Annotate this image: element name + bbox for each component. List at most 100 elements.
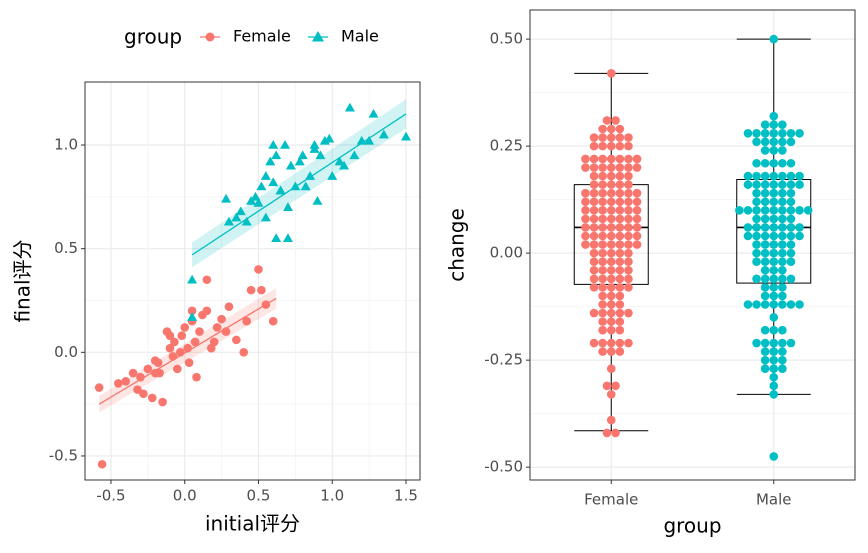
dot	[632, 188, 642, 198]
dot	[769, 188, 779, 198]
y-tick-label: -0.5	[49, 446, 78, 464]
panel-border	[84, 81, 421, 481]
point	[250, 191, 261, 201]
dot	[615, 154, 625, 164]
point	[268, 177, 279, 187]
dot	[778, 171, 787, 181]
point	[170, 337, 179, 347]
dot	[606, 240, 616, 249]
dot	[598, 317, 607, 326]
dot	[752, 214, 761, 224]
dot	[795, 128, 804, 138]
point	[183, 343, 192, 353]
dot	[615, 124, 625, 134]
dot	[606, 214, 616, 224]
dot	[769, 313, 779, 322]
dot	[581, 240, 590, 249]
dot	[752, 197, 761, 207]
dot	[752, 274, 761, 284]
dot	[589, 308, 599, 318]
dot	[606, 325, 616, 335]
dot	[598, 291, 607, 301]
point	[147, 393, 157, 403]
dot	[778, 325, 787, 335]
dot	[632, 214, 642, 224]
dot	[598, 274, 607, 284]
point	[280, 140, 291, 149]
dot	[606, 206, 616, 215]
dot	[760, 274, 770, 284]
dot	[581, 163, 590, 172]
y-tick-label: -0.25	[484, 351, 523, 369]
dot	[769, 206, 779, 215]
dot	[760, 240, 770, 249]
point	[339, 160, 350, 170]
dot	[769, 180, 779, 189]
dot	[632, 231, 642, 241]
x-tick-label: 0.0	[173, 487, 197, 505]
dot	[786, 248, 796, 258]
dot	[589, 197, 599, 207]
dot	[778, 231, 787, 241]
dot	[615, 206, 625, 215]
dot	[624, 231, 633, 241]
point	[217, 314, 226, 324]
dot	[589, 223, 599, 232]
dot	[752, 231, 761, 241]
x-tick-label: Female	[584, 491, 638, 509]
dot	[615, 188, 625, 198]
dot	[795, 206, 804, 215]
point	[192, 372, 201, 382]
dot	[606, 124, 616, 134]
point	[221, 193, 232, 203]
dot	[615, 141, 625, 151]
dot	[624, 265, 633, 275]
dot	[786, 171, 796, 181]
point	[231, 212, 242, 222]
dot	[606, 415, 616, 425]
dot	[795, 171, 804, 181]
dot	[760, 355, 770, 365]
dot	[786, 223, 796, 232]
dot	[615, 347, 625, 356]
dot	[581, 154, 590, 164]
dot	[581, 188, 590, 198]
dot	[786, 338, 796, 348]
dot	[786, 300, 796, 309]
dot	[760, 283, 770, 292]
dot	[606, 197, 616, 207]
dot	[615, 283, 625, 292]
dot	[598, 325, 607, 335]
dot	[769, 274, 779, 284]
point	[344, 102, 355, 112]
dot	[598, 338, 607, 348]
dot	[589, 141, 599, 151]
dot	[769, 355, 779, 365]
dot	[624, 197, 633, 207]
dot	[760, 137, 770, 147]
dot	[611, 428, 620, 438]
point	[309, 144, 320, 153]
dot	[606, 231, 616, 241]
dot	[752, 338, 761, 348]
dot	[606, 364, 616, 374]
dot	[752, 223, 761, 232]
dot	[769, 390, 779, 399]
dot	[611, 116, 620, 125]
point	[246, 285, 256, 295]
dot	[760, 223, 770, 232]
dot	[752, 248, 761, 258]
dot	[786, 188, 796, 198]
dot	[624, 214, 633, 224]
dot	[615, 163, 625, 172]
dot	[615, 257, 625, 266]
y-tick-label: 0.5	[54, 239, 78, 257]
dot	[581, 231, 590, 241]
dot	[589, 257, 599, 266]
dot	[598, 141, 607, 151]
point	[180, 323, 190, 332]
dot	[769, 137, 779, 147]
point	[368, 108, 379, 118]
dot	[606, 133, 616, 142]
